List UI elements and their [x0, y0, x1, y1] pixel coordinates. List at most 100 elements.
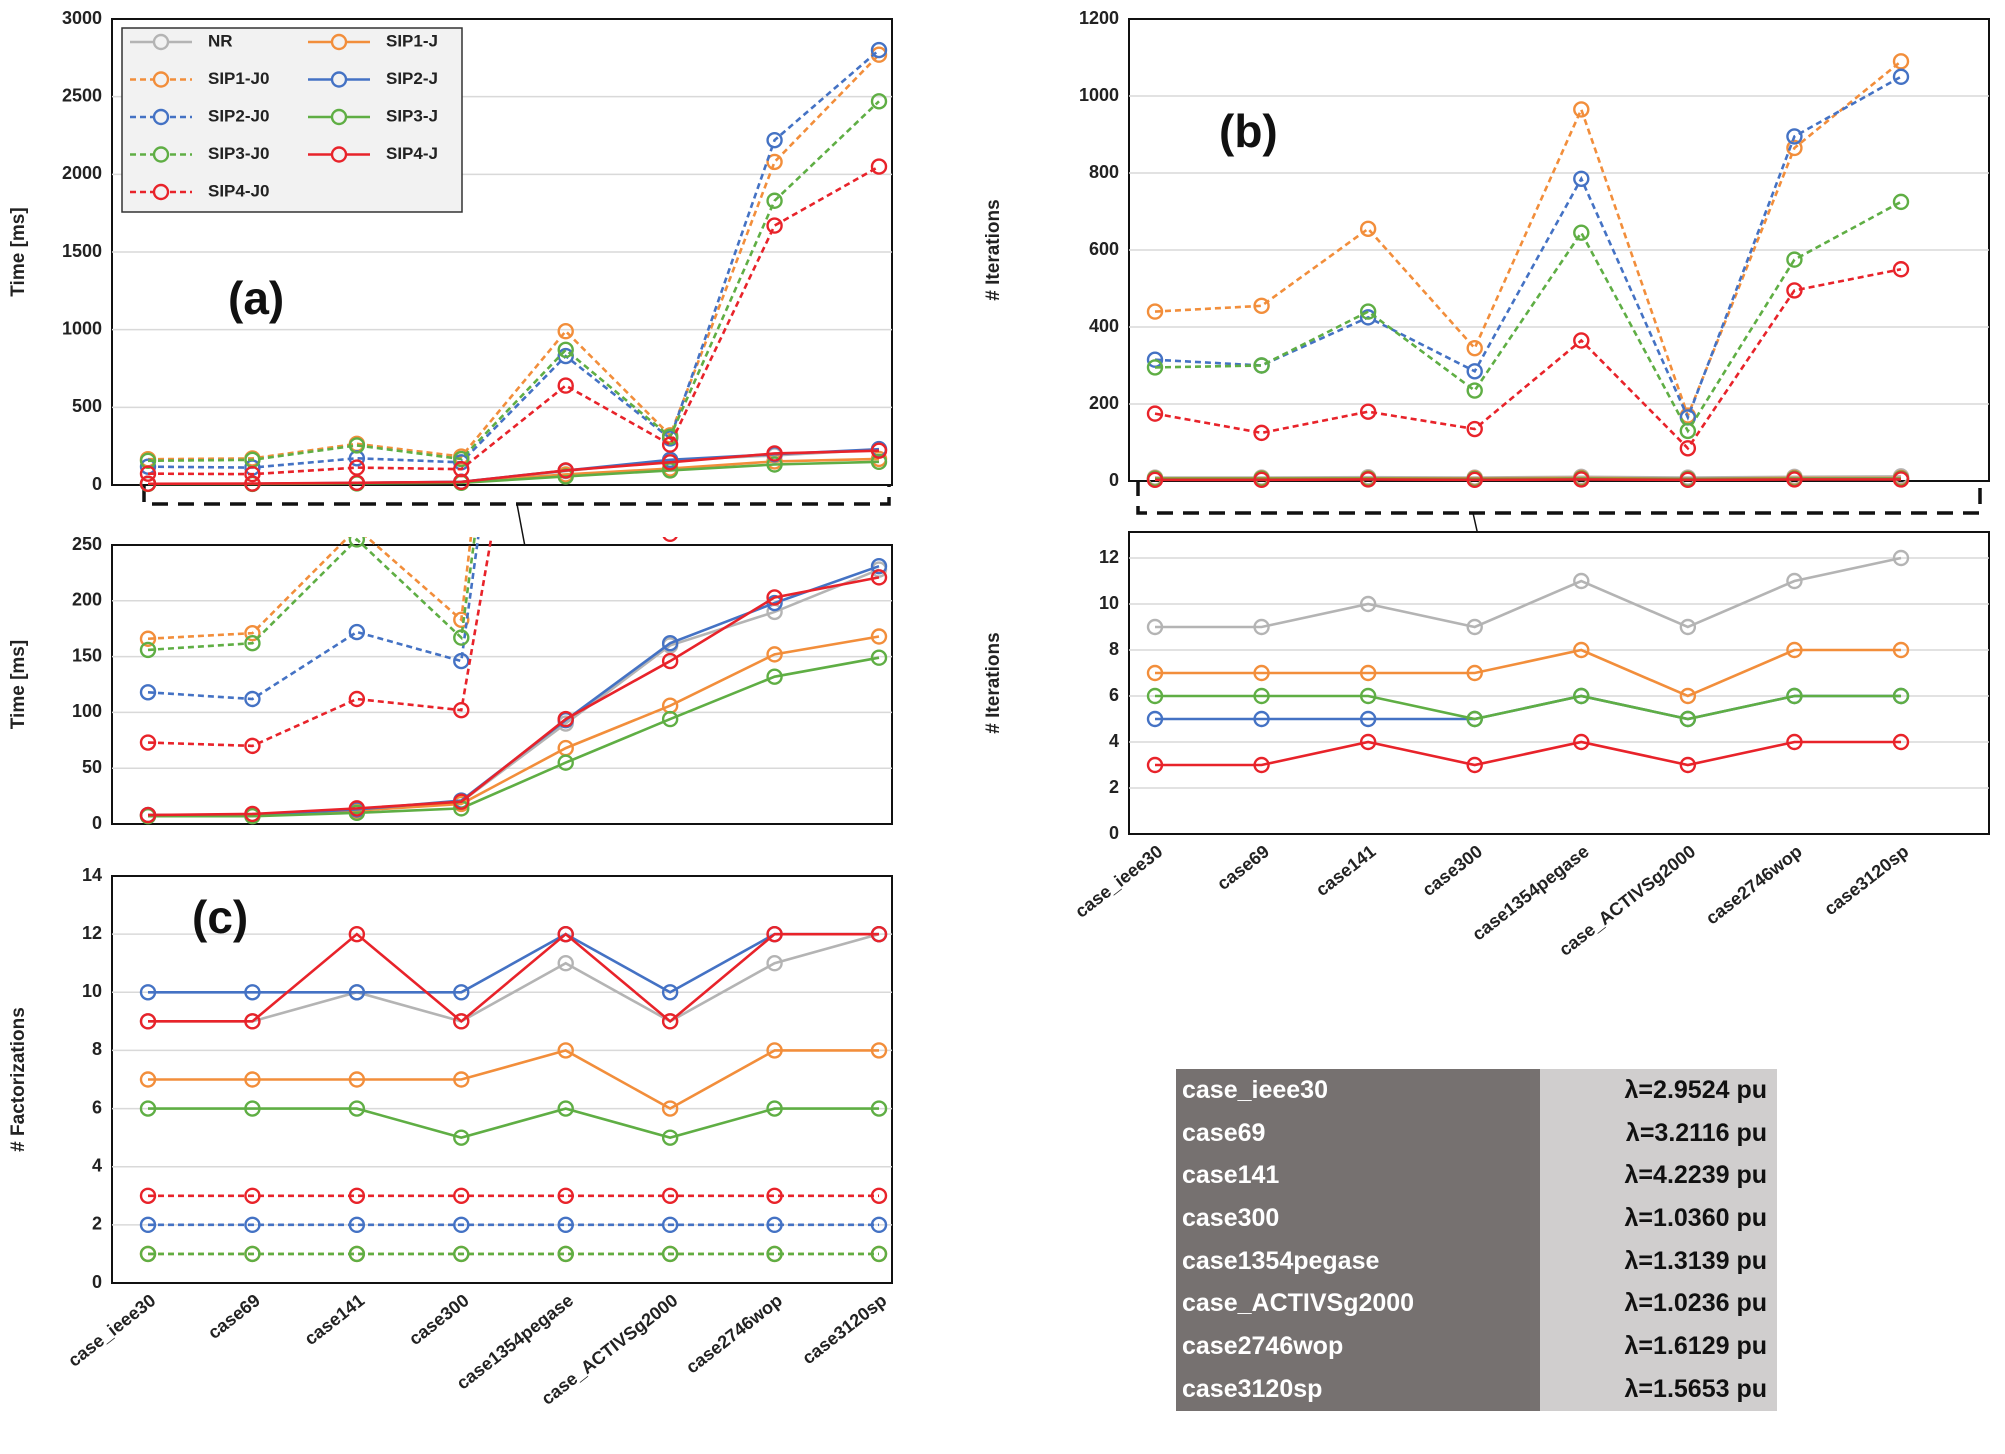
point — [766, 646, 783, 663]
point — [348, 1245, 366, 1263]
point — [766, 1042, 783, 1059]
point — [1786, 282, 1803, 299]
point — [870, 649, 888, 666]
point — [766, 1100, 783, 1117]
series-line — [148, 1107, 879, 1139]
point — [1146, 471, 1164, 489]
point — [1253, 471, 1270, 489]
point — [1573, 101, 1590, 118]
series-line — [148, 932, 879, 1024]
point — [453, 1071, 470, 1088]
series-line — [148, 1049, 879, 1111]
point — [453, 473, 470, 491]
point — [1146, 359, 1164, 376]
point — [1892, 687, 1910, 705]
point — [557, 1187, 574, 1204]
lambda-cell: λ=2.9524 pu — [1540, 1069, 1777, 1112]
y-tick-label: 600 — [1089, 239, 1119, 259]
point — [244, 1245, 261, 1263]
y-tick-label: 0 — [92, 1272, 102, 1292]
point — [1253, 357, 1270, 374]
point — [1786, 572, 1803, 590]
table-row: case3120sp λ=1.5653 pu — [1176, 1367, 1777, 1411]
y-tick-label: 4 — [1109, 731, 1119, 751]
point — [557, 377, 574, 394]
point — [870, 41, 888, 59]
point — [1573, 170, 1590, 187]
point — [244, 805, 261, 823]
y-tick-label: 0 — [1109, 823, 1119, 843]
table-row: case141 λ=4.2239 pu — [1176, 1154, 1777, 1198]
point — [870, 93, 888, 110]
point — [1573, 224, 1590, 241]
y-tick-label: 6 — [92, 1097, 102, 1117]
table-row: case_ieee30 λ=2.9524 pu — [1176, 1069, 1777, 1112]
point — [1146, 303, 1164, 320]
point — [1466, 363, 1483, 380]
point — [1359, 220, 1377, 238]
plot — [139, 537, 888, 825]
case-cell: case3120sp — [1176, 1367, 1540, 1411]
point — [1146, 687, 1164, 705]
series-line — [147, 576, 880, 817]
point — [661, 1216, 679, 1234]
series-line — [148, 932, 879, 994]
plot-frame — [111, 544, 893, 825]
y-tick-label: 0 — [1109, 470, 1119, 490]
plot — [139, 925, 888, 1263]
point — [557, 925, 574, 943]
point — [139, 806, 157, 824]
legend-label: SIP3-J0 — [208, 144, 269, 163]
series-line — [1154, 200, 1902, 434]
point — [870, 1187, 888, 1204]
point — [139, 465, 157, 482]
panel-label: (b) — [1219, 105, 1278, 157]
y-tick-label: 0 — [92, 813, 102, 833]
x-tick-label: case300 — [405, 1290, 473, 1349]
series-line — [147, 49, 880, 469]
series-line — [1155, 740, 1901, 767]
point — [348, 800, 366, 817]
point — [661, 710, 679, 728]
point — [348, 459, 366, 476]
point — [139, 630, 157, 647]
series-line — [1154, 267, 1902, 451]
point — [1892, 193, 1910, 211]
y-axis-label: # Factorizations — [8, 1007, 29, 1152]
point — [766, 153, 783, 171]
point — [1786, 251, 1803, 268]
point — [557, 341, 574, 359]
point — [348, 1100, 366, 1117]
point — [244, 984, 261, 1001]
point — [453, 701, 470, 719]
point — [1253, 424, 1270, 442]
point — [453, 1013, 470, 1030]
point — [1359, 710, 1377, 728]
y-tick-label: 1000 — [1079, 85, 1119, 105]
x-tick-label: case69 — [1213, 841, 1273, 894]
point — [1359, 303, 1377, 320]
point — [1892, 68, 1910, 85]
point — [1573, 733, 1590, 751]
x-tick-label: case2746wop — [1702, 841, 1806, 928]
point — [870, 158, 888, 175]
table-row: case2746wop λ=1.6129 pu — [1176, 1325, 1777, 1368]
plot — [1146, 53, 1910, 489]
point — [661, 984, 679, 1001]
x-tick-label: case69 — [204, 1290, 264, 1343]
point — [661, 1129, 679, 1146]
point — [766, 1187, 783, 1204]
point — [453, 1129, 470, 1146]
point — [453, 652, 470, 670]
x-tick-label: case_ieee30 — [64, 1290, 159, 1370]
point — [348, 437, 366, 454]
point — [1466, 710, 1483, 728]
y-tick-label: 2000 — [62, 163, 102, 183]
lambda-cell: λ=3.2116 pu — [1540, 1111, 1777, 1155]
lambda-cell: λ=4.2239 pu — [1540, 1154, 1777, 1198]
y-tick-label: 50 — [82, 757, 102, 777]
point — [766, 668, 783, 685]
point — [1146, 756, 1164, 774]
point — [1359, 664, 1377, 682]
point — [139, 984, 157, 1001]
